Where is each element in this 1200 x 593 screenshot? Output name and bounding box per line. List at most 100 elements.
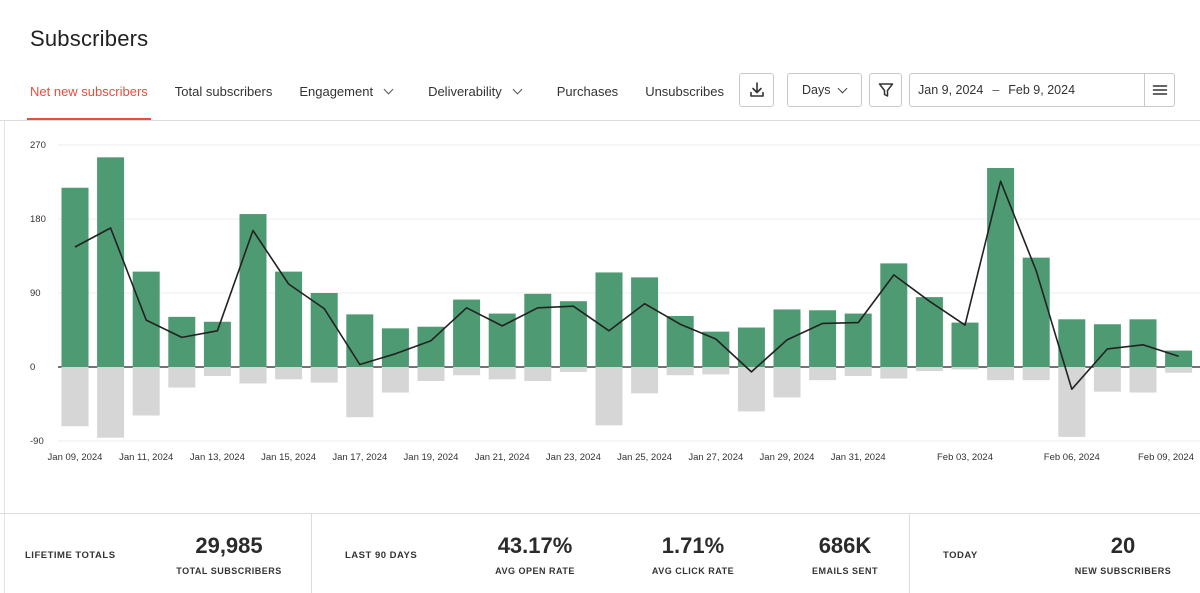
unsubscribe-bar [1129,367,1157,393]
interval-select[interactable]: Days [787,73,862,107]
filter-button[interactable] [869,73,902,107]
chevron-down-icon [512,84,523,95]
unsubscribe-bar [559,367,587,372]
tab-label: Net new subscribers [30,84,148,99]
avg-click-rate-stat: 1.71% AVG CLICK RATE [651,533,735,577]
unsubscribe-bar [1093,367,1121,392]
hamburger-icon [1152,85,1167,95]
stat-value: 29,985 [195,533,263,558]
y-tick-label: 90 [30,288,41,299]
tab-label: Engagement [299,84,374,99]
tab-label: Deliverability [428,84,502,99]
tab-label: Total subscribers [174,84,273,99]
divider [311,514,312,593]
x-tick-label: Jan 19, 2024 [404,452,459,463]
tab-purchases[interactable]: Purchases [557,76,618,120]
unsubscribe-bar [880,367,908,379]
unsubscribe-bar [666,367,694,376]
new-subscriber-bar [951,322,979,367]
x-tick-label: Feb 09, 2024 [1138,452,1194,463]
total-subscribers-stat: 29,985 TOTAL SUBSCRIBERS [176,533,282,577]
tab-label: Purchases [556,84,619,99]
download-button[interactable] [739,73,774,107]
totals-bar: LIFETIME TOTALS 29,985 TOTAL SUBSCRIBERS… [0,513,1200,593]
x-tick-label: Jan 21, 2024 [475,452,530,463]
unsubscribe-bar [524,367,552,381]
y-tick-label: 270 [30,140,46,151]
date-separator: – [992,83,1000,97]
unsubscribe-bar [844,367,872,377]
unsubscribe-bar [809,367,837,381]
avg-open-rate-stat: 43.17% AVG OPEN RATE [495,533,575,577]
page-title: Subscribers [30,26,149,51]
y-tick-label: -90 [30,436,44,447]
download-icon [749,82,764,97]
new-subscriber-bar [488,313,516,367]
chart-menu-button[interactable] [1144,74,1174,106]
stat-label: EMAILS SENT [811,566,879,576]
stat-value: 43.17% [497,533,573,558]
unsubscribe-bar [951,367,979,370]
date-to[interactable]: Feb 9, 2024 [1008,83,1076,97]
new-subscriber-bar [880,263,908,367]
tab-divider [0,120,1200,121]
filter-icon [878,83,893,97]
unsubscribe-bar [239,367,267,384]
x-tick-label: Jan 13, 2024 [190,452,245,463]
stat-value: 1.71% [661,533,725,558]
x-tick-label: Jan 29, 2024 [760,452,815,463]
interval-value: Days [802,83,831,97]
new-subscriber-bar [595,272,623,367]
unsubscribe-bar [987,367,1015,381]
x-tick-label: Jan 25, 2024 [617,452,672,463]
unsubscribe-bar [915,367,943,372]
new-subscriber-bar [1129,319,1157,367]
net-subscribers-line [74,180,1179,391]
unsubscribe-bar [1165,367,1193,373]
x-tick-label: Jan 17, 2024 [332,452,387,463]
new-subscriber-bar [631,277,659,367]
date-from[interactable]: Jan 9, 2024 [918,83,984,97]
unsubscribe-bar [773,367,801,398]
tab-unsubscribes[interactable]: Unsubscribes [645,76,724,120]
x-tick-label: Jan 27, 2024 [688,452,743,463]
stat-label: AVG CLICK RATE [651,566,735,576]
unsubscribe-bar [1022,367,1050,381]
unsubscribe-bar [275,367,303,380]
stat-label: AVG OPEN RATE [495,566,575,576]
tab-bar: Net new subscribers Total subscribers En… [27,76,751,120]
new-subscriber-bar [702,331,730,367]
tab-deliverability[interactable]: Deliverability [428,76,523,120]
x-tick-label: Jan 31, 2024 [831,452,886,463]
tab-net-new-subscribers[interactable]: Net new subscribers [27,76,151,120]
last-90-days-label: LAST 90 DAYS [345,550,418,561]
new-subscribers-today-stat: 20 NEW SUBSCRIBERS [1075,534,1172,577]
unsubscribe-bar [737,367,765,412]
stat-label: TOTAL SUBSCRIBERS [176,566,282,576]
date-range-picker: Jan 9, 2024 – Feb 9, 2024 [909,73,1175,107]
new-subscriber-bar [168,316,196,367]
tab-engagement[interactable]: Engagement [299,76,394,120]
unsubscribe-bar [488,367,516,380]
tab-total-subscribers[interactable]: Total subscribers [175,76,273,120]
emails-sent-stat: 686K EMAILS SENT [811,534,879,577]
new-subscriber-bar [524,293,552,367]
panel-border [4,121,5,593]
new-subscriber-bar [239,214,267,367]
divider [909,514,910,593]
unsubscribe-bar [381,367,409,393]
chart-canvas: 270 180 90 0 -90 Jan 09, 2024 Jan 11, 2024 Jan … [30,140,1200,463]
x-tick-label: Jan 09, 2024 [48,452,103,463]
x-tick-label: Jan 23, 2024 [546,452,601,463]
chevron-down-icon [383,84,394,95]
unsubscribe-bar [346,367,374,418]
new-subscriber-bar [559,301,587,367]
unsubscribe-bar [453,367,481,376]
new-subscriber-bar [737,327,765,367]
x-tick-label: Feb 03, 2024 [937,452,993,463]
unsubscribe-bar [595,367,623,426]
new-subscriber-bar [915,297,943,367]
lifetime-totals-label: LIFETIME TOTALS [25,550,116,561]
unsubscribe-bar [310,367,338,383]
today-label: TODAY [943,550,978,561]
